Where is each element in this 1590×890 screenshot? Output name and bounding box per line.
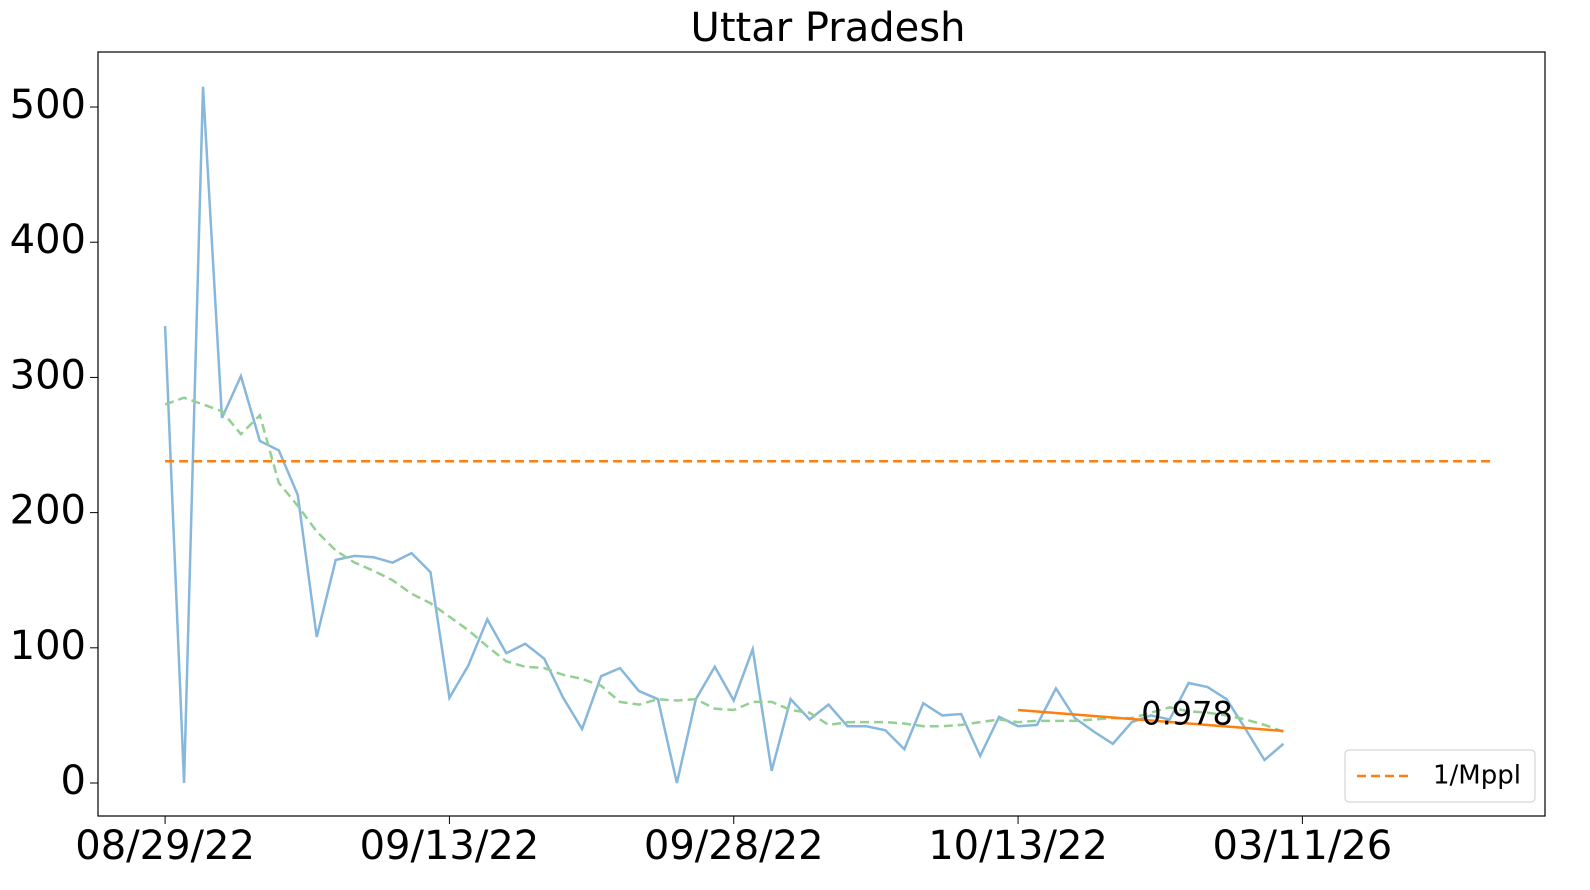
series-line: [1017, 708, 1284, 733]
y-tick-label: 300: [10, 352, 86, 398]
x-tick-label: 09/13/22: [360, 823, 540, 869]
annotation: 0.978: [1141, 694, 1233, 732]
y-tick-label: 0: [61, 758, 86, 804]
y-tick-label: 100: [10, 623, 86, 669]
series-line: [163, 86, 1285, 784]
legend-label: 1/Mppl: [1433, 761, 1521, 791]
y-tick-label: 400: [10, 217, 86, 263]
x-tick-label: 03/11/26: [1213, 823, 1393, 869]
chart-title: Uttar Pradesh: [691, 5, 966, 51]
plot-frame: [97, 51, 1546, 817]
x-tick-label: 09/28/22: [644, 823, 824, 869]
y-tick-label: 500: [10, 82, 86, 128]
x-tick-label: 08/29/22: [75, 823, 255, 869]
series-line: [164, 396, 1284, 733]
y-tick-label: 200: [10, 488, 86, 534]
x-tick-label: 10/13/22: [928, 823, 1108, 869]
legend-box: [1344, 749, 1536, 803]
